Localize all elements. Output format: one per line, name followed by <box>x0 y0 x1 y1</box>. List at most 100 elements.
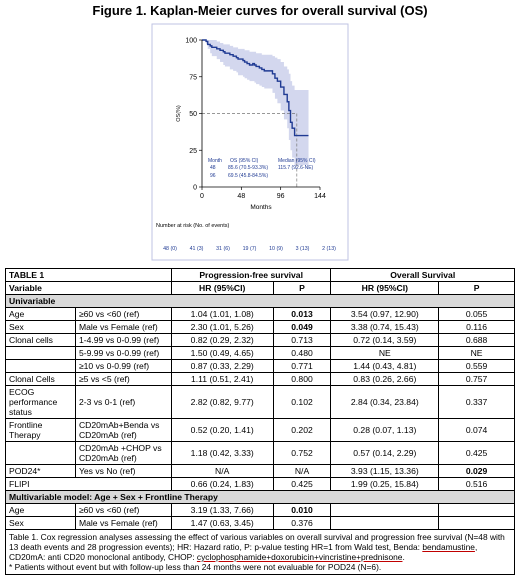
comparison-cell: 2-3 vs 0-1 (ref) <box>74 385 172 419</box>
variable-cell <box>5 346 76 360</box>
y-tick-label: 100 <box>185 38 197 45</box>
caption-footnote: * Patients without event but with follow… <box>9 562 382 572</box>
annotation-os: 69.5 (45.8-84.5%) <box>228 173 268 179</box>
variable-cell: Sex <box>5 320 76 334</box>
comparison-cell: 5-9.99 vs 0-0.99 (ref) <box>74 346 172 360</box>
table-row: FLIPI 0.66 (0.24, 1.83) 0.425 1.99 (0.25, 1… <box>5 477 515 491</box>
at-risk-count: 3 (13) <box>296 246 310 252</box>
table-row: Clonal cells 1-4.99 vs 0-0.99 (ref) 0.82 (… <box>5 333 515 347</box>
y-tick-label: 0 <box>193 185 197 192</box>
table-row: 5-9.99 vs 0-0.99 (ref) 1.50 (0.49, 4.65) 0… <box>5 346 515 360</box>
pfs-p-cell: N/A <box>272 464 332 478</box>
comparison-cell: 1-4.99 vs 0-0.99 (ref) <box>74 333 172 347</box>
annotation-median: 115.7 (92.6-NE) <box>278 165 314 171</box>
table-row: Sex Male vs Female (ref) 2.30 (1.01, 5.26)… <box>5 320 515 334</box>
table-title: TABLE 1 <box>5 268 172 282</box>
os-p-cell: 0.074 <box>438 418 515 442</box>
variable-cell: ECOG performance status <box>5 385 76 419</box>
pfs-hr-cell: 1.50 (0.49, 4.65) <box>170 346 274 360</box>
results-table: TABLE 1 Progression-free survival Overal… <box>5 268 515 575</box>
annotation-month: 96 <box>210 173 216 179</box>
chart-frame <box>151 23 349 261</box>
os-p-cell: 0.559 <box>438 359 515 373</box>
col-variable: Variable <box>5 281 172 295</box>
comparison-cell: ≥10 vs 0-0.99 (ref) <box>74 359 172 373</box>
os-hr-cell: 2.84 (0.34, 23.84) <box>330 385 440 419</box>
pfs-hr-cell: 1.04 (1.01, 1.08) <box>170 307 274 321</box>
caption-term: bendamustine <box>422 542 475 552</box>
pfs-p-cell: 0.102 <box>272 385 332 419</box>
pfs-hr-cell: 0.52 (0.20, 1.41) <box>170 418 274 442</box>
y-tick-label: 50 <box>189 111 197 118</box>
at-risk-count: 2 (13) <box>322 246 336 252</box>
comparison-cell: CD20mAb +CHOP vs CD20mAb (ref) <box>74 441 172 465</box>
annotation-header-os: OS (95% CI) <box>230 158 259 164</box>
os-p-cell: 0.425 <box>438 441 515 465</box>
pfs-p-cell: 0.480 <box>272 346 332 360</box>
os-p-cell: 0.029 <box>438 464 515 478</box>
table-row: Frontline Therapy CD20mAb+Benda vs CD20mA… <box>5 418 515 442</box>
at-risk-count: 48 (0) <box>163 246 177 252</box>
comparison-cell: Male vs Female (ref) <box>74 516 172 530</box>
table-row: Clonal Cells ≥5 vs <5 (ref) 1.11 (0.51, 2.… <box>5 372 515 386</box>
pfs-p-cell: 0.425 <box>272 477 332 491</box>
comparison-cell: Male vs Female (ref) <box>74 320 172 334</box>
table-row: Age ≥60 vs <60 (ref) 1.04 (1.01, 1.08) 0.01… <box>5 307 515 321</box>
os-hr-cell: 1.44 (0.43, 4.81) <box>330 359 440 373</box>
at-risk-count: 31 (6) <box>216 246 230 252</box>
comparison-cell: ≥60 vs <60 (ref) <box>74 503 172 517</box>
y-tick-label: 75 <box>189 74 197 81</box>
variable-cell: Clonal cells <box>5 333 76 347</box>
os-p-cell: 0.757 <box>438 372 515 386</box>
variable-cell: Age <box>5 307 76 321</box>
pfs-hr-cell: 3.19 (1.33, 7.66) <box>170 503 274 517</box>
variable-cell: Age <box>5 503 76 517</box>
os-p-cell: 0.337 <box>438 385 515 419</box>
at-risk-count: 41 (3) <box>190 246 204 252</box>
os-p-cell: 0.055 <box>438 307 515 321</box>
pfs-hr-cell: 0.66 (0.24, 1.83) <box>170 477 274 491</box>
os-hr-cell: 1.99 (0.25, 15.84) <box>330 477 440 491</box>
comparison-cell: ≥5 vs <5 (ref) <box>74 372 172 386</box>
os-header: Overall Survival <box>330 268 515 282</box>
pfs-hr-cell: 2.82 (0.82, 9.77) <box>170 385 274 419</box>
comparison-cell: ≥60 vs <60 (ref) <box>74 307 172 321</box>
col-os-hr: HR (95%CI) <box>330 281 440 295</box>
pfs-p-cell: 0.771 <box>272 359 332 373</box>
col-pfs-hr: HR (95%CI) <box>170 281 274 295</box>
pfs-hr-cell: 1.11 (0.51, 2.41) <box>170 372 274 386</box>
x-axis-label: Months <box>250 204 272 211</box>
variable-cell <box>5 359 76 373</box>
os-hr-cell: 3.54 (0.97, 12.90) <box>330 307 440 321</box>
os-hr-cell: NE <box>330 346 440 360</box>
annotation-month: 48 <box>210 165 216 171</box>
pfs-p-cell: 0.010 <box>272 503 332 517</box>
pfs-p-cell: 0.049 <box>272 320 332 334</box>
pfs-p-cell: 0.013 <box>272 307 332 321</box>
km-chart: 0 25 50 75 100 0 48 96 144 Months OS(%) Month OS (95… <box>151 23 349 261</box>
pfs-hr-cell: 0.82 (0.29, 2.32) <box>170 333 274 347</box>
x-tick-label: 48 <box>237 193 245 200</box>
univariable-heading: Univariable <box>5 294 515 308</box>
comparison-cell: CD20mAb+Benda vs CD20mAb (ref) <box>74 418 172 442</box>
table-caption: Table 1. Cox regression analyses assessi… <box>5 529 515 575</box>
os-hr-cell: 0.83 (0.26, 2.66) <box>330 372 440 386</box>
pfs-p-cell: 0.752 <box>272 441 332 465</box>
pfs-hr-cell: 0.87 (0.33, 2.29) <box>170 359 274 373</box>
confidence-band <box>202 40 309 165</box>
os-p-cell: 0.116 <box>438 320 515 334</box>
os-p-cell: NE <box>438 346 515 360</box>
pfs-hr-cell: 1.47 (0.63, 3.45) <box>170 516 274 530</box>
x-tick-label: 96 <box>277 193 285 200</box>
os-hr-cell <box>330 503 440 517</box>
table-row: Sex Male vs Female (ref) 1.47 (0.63, 3.45)… <box>5 516 515 530</box>
x-tick-label: 0 <box>200 193 204 200</box>
os-hr-cell: 0.72 (0.14, 3.59) <box>330 333 440 347</box>
variable-cell: Sex <box>5 516 76 530</box>
at-risk-count: 19 (7) <box>243 246 257 252</box>
table-row: CD20mAb +CHOP vs CD20mAb (ref) 1.18 (0.42… <box>5 441 515 465</box>
os-p-cell: 0.688 <box>438 333 515 347</box>
at-risk-title: Number at risk (No. of events) <box>156 223 230 229</box>
col-os-p: P <box>438 281 515 295</box>
variable-cell: Frontline Therapy <box>5 418 76 442</box>
